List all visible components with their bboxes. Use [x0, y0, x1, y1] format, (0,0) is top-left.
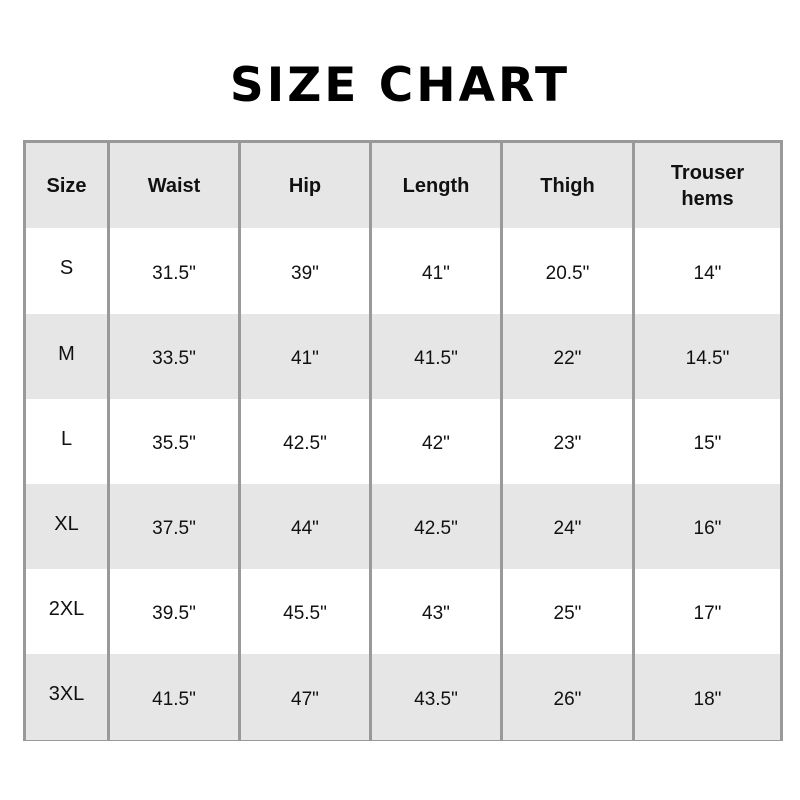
measurement-cell: 25"	[503, 569, 635, 654]
measurement-cell: 43.5"	[372, 654, 503, 740]
measurement-cell: 42"	[372, 399, 503, 484]
header-size: Size	[26, 143, 110, 228]
size-table: Size Waist Hip Length Thigh Trouser hems…	[23, 140, 783, 741]
measurement-cell: 42.5"	[372, 484, 503, 569]
header-waist: Waist	[110, 143, 241, 228]
measurement-cell: 39.5"	[110, 569, 241, 654]
size-cell: M	[26, 314, 110, 399]
measurement-cell: 33.5"	[110, 314, 241, 399]
measurement-cell: 41.5"	[372, 314, 503, 399]
size-cell: L	[26, 399, 110, 484]
measurement-cell: 43"	[372, 569, 503, 654]
measurement-cell: 16"	[693, 518, 722, 540]
size-cell: 2XL	[26, 569, 110, 654]
size-cell: 3XL	[26, 654, 110, 740]
measurement-cell: 18"	[693, 688, 722, 710]
measurement-cell: 45.5"	[241, 569, 372, 654]
header-hip: Hip	[241, 143, 372, 228]
table-row: L 35.5" 42.5" 42" 23" 15"	[26, 399, 780, 484]
table-row: XL 37.5" 44" 42.5" 24" 16"	[26, 484, 780, 569]
measurement-cell: 44"	[241, 484, 372, 569]
measurement-cell: 31.5"	[110, 228, 241, 314]
measurement-cell: 47"	[241, 654, 372, 740]
table-row: M 33.5" 41" 41.5" 22" 14.5"	[26, 314, 780, 399]
measurement-cell: 39"	[241, 228, 372, 314]
measurement-cell: 22"	[503, 314, 635, 399]
size-cell: XL	[26, 484, 110, 569]
page-title: SIZE CHART	[229, 58, 571, 113]
measurement-cell: 26"	[503, 654, 635, 740]
table-row: S 31.5" 39" 41" 20.5" 14"	[26, 228, 780, 314]
measurement-cell: 41"	[241, 314, 372, 399]
measurement-cell: 20.5"	[503, 228, 635, 314]
size-cell: S	[26, 228, 110, 314]
measurement-cell: 17"	[693, 603, 722, 625]
header-length: Length	[372, 143, 503, 228]
measurement-cell: 24"	[503, 484, 635, 569]
measurement-cell: 23"	[503, 399, 635, 484]
measurement-cell: 41"	[372, 228, 503, 314]
header-thigh: Thigh	[503, 143, 635, 228]
measurement-cell: 37.5"	[110, 484, 241, 569]
measurement-cell: 35.5"	[110, 399, 241, 484]
measurement-cell: 42.5"	[241, 399, 372, 484]
table-header-row: Size Waist Hip Length Thigh Trouser hems	[26, 143, 780, 228]
measurement-cell: 41.5"	[110, 654, 241, 740]
table-row: 2XL 39.5" 45.5" 43" 25" 17"	[26, 569, 780, 654]
measurement-cell: 14.5"	[685, 348, 730, 370]
measurement-cell: 15"	[693, 433, 722, 455]
header-trouser-hems: Trouser hems	[670, 161, 745, 210]
table-row: 3XL 41.5" 47" 43.5" 26" 18"	[26, 654, 780, 740]
measurement-cell: 14"	[693, 262, 722, 284]
